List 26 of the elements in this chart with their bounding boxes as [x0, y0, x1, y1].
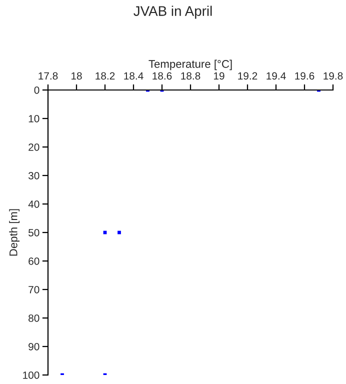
y-tick-label: 30 — [28, 172, 40, 180]
y-tick-label: 70 — [28, 286, 40, 294]
y-tick-label: 90 — [28, 343, 40, 350]
x-tick-label: 18.4 — [124, 72, 144, 80]
x-tick-label: 19 — [214, 72, 224, 80]
point — [118, 230, 121, 234]
y-tick-label: 50 — [28, 229, 40, 236]
x-tick-label: 19.4 — [266, 72, 286, 80]
chart-title: JVAB in April — [134, 6, 212, 19]
y-tick-label: 80 — [28, 314, 40, 322]
x-axis-title: Temperature [°C] — [148, 60, 232, 70]
y-tick-label: 60 — [28, 258, 40, 265]
y-tick-label: 100 — [23, 372, 40, 379]
y-axis-title: Depth [m] — [9, 209, 20, 256]
x-tick-label: 18.2 — [96, 72, 115, 80]
x-tick-label: 19.8 — [324, 72, 343, 80]
x-tick-label: 18 — [72, 72, 82, 80]
x-tick-label: 18.8 — [181, 72, 200, 80]
x-tick-label: 19.6 — [295, 72, 314, 80]
y-tick-label: 20 — [28, 144, 40, 151]
x-tick-label: 18.6 — [152, 72, 172, 80]
y-tick-label: 40 — [28, 200, 40, 208]
x-tick-label: 17.8 — [38, 72, 58, 80]
x-tick-label: 19.2 — [238, 72, 258, 80]
y-tick-label: 0 — [34, 86, 40, 94]
y-tick-label: 10 — [28, 115, 40, 122]
